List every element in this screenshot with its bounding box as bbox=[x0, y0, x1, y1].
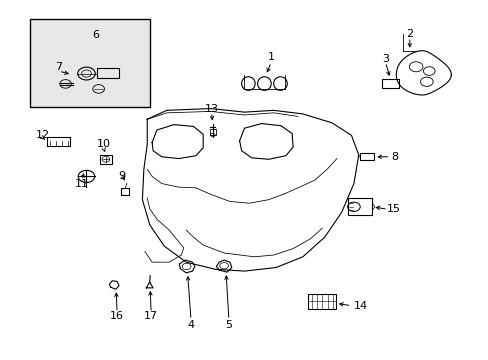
Text: 11: 11 bbox=[75, 179, 88, 189]
Text: 14: 14 bbox=[353, 301, 367, 311]
Bar bbox=[381, 79, 398, 88]
Text: 13: 13 bbox=[204, 104, 218, 113]
Bar bbox=[121, 188, 129, 195]
Bar bbox=[307, 294, 336, 309]
Text: 3: 3 bbox=[381, 54, 388, 64]
Text: 16: 16 bbox=[110, 311, 124, 321]
Text: 9: 9 bbox=[118, 171, 125, 181]
Text: 5: 5 bbox=[225, 320, 232, 330]
Text: 6: 6 bbox=[93, 30, 100, 40]
Text: 10: 10 bbox=[96, 139, 110, 149]
Bar bbox=[30, 19, 149, 107]
Bar bbox=[47, 137, 70, 146]
Text: 7: 7 bbox=[55, 63, 62, 72]
Bar bbox=[347, 198, 372, 215]
Text: 12: 12 bbox=[36, 130, 50, 140]
Text: 8: 8 bbox=[391, 152, 398, 162]
Bar bbox=[97, 68, 119, 78]
Bar bbox=[209, 129, 215, 135]
Text: 1: 1 bbox=[267, 52, 274, 62]
Text: 2: 2 bbox=[406, 28, 412, 39]
Bar bbox=[359, 153, 373, 160]
Text: 15: 15 bbox=[386, 204, 401, 214]
Text: 4: 4 bbox=[187, 320, 194, 330]
Bar bbox=[100, 155, 112, 163]
Text: 17: 17 bbox=[144, 311, 158, 321]
